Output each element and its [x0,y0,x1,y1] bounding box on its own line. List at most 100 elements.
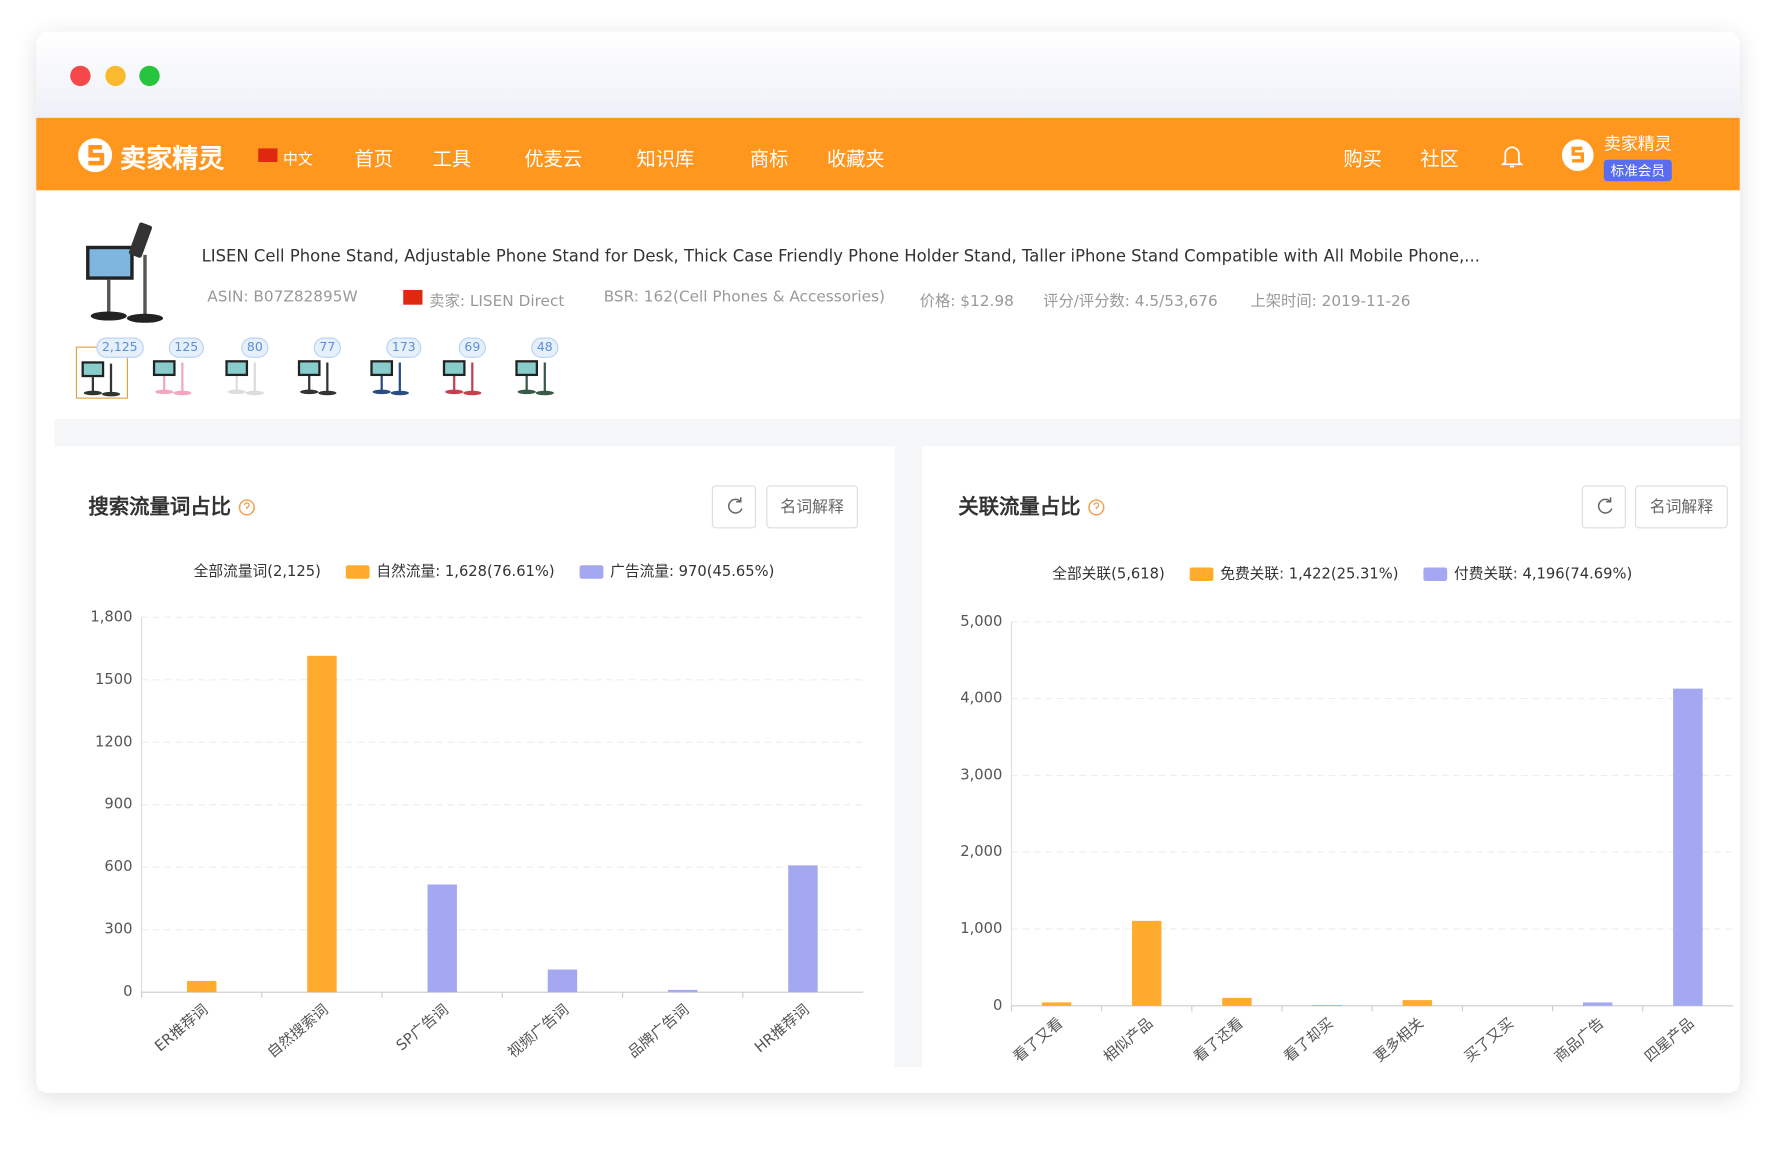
bar [1312,1005,1342,1006]
divider [54,419,1740,447]
variant-thumb[interactable] [511,347,561,397]
x-tick-label: 看了还看 [1191,1015,1247,1066]
y-tick-label: 4,000 [960,690,1002,707]
legend-total[interactable]: 全部流量词(2,125) [194,562,321,580]
variant-image [81,361,121,397]
user-name[interactable]: 卖家精灵 [1603,133,1672,155]
legend-swatch [579,565,604,579]
nav-bar [36,117,1740,191]
x-tick-label: 买了又买 [1461,1015,1517,1066]
refresh-button[interactable] [711,485,757,529]
y-tick-label: 1,000 [960,920,1002,937]
max-dot[interactable] [139,65,160,87]
variant-count: 80 [241,337,269,358]
y-tick-label: 0 [993,997,1002,1014]
x-tick-label: 商品广告 [1551,1015,1607,1066]
variant-thumb[interactable] [293,347,343,397]
price: 价格: $12.98 [919,292,1014,311]
help-icon [1093,502,1100,510]
variant-image [515,360,554,396]
variant-image [370,360,409,396]
y-tick-label: 3,000 [960,766,1002,783]
variant-count: 2,125 [96,337,144,358]
y-tick-label: 1500 [95,671,132,688]
x-tick-label: 视频广告词 [505,1001,572,1061]
bar [1132,920,1162,1006]
bar [427,884,457,993]
bell-icon[interactable] [1500,143,1524,170]
variant-count: 77 [313,337,341,358]
nav-item[interactable]: 购买 [1343,148,1382,172]
bar [1222,997,1252,1006]
legend-label[interactable]: 付费关联: 4,196(74.69%) [1454,565,1632,582]
x-tick-label: 看了又看 [1010,1015,1066,1066]
product-title[interactable]: LISEN Cell Phone Stand, Adjustable Phone… [201,248,1480,267]
term-button[interactable] [1634,485,1728,529]
bar [788,865,818,993]
variant-image [442,360,482,396]
y-tick-label: 300 [104,921,132,938]
y-tick-label: 0 [123,983,132,1000]
variant-image [297,360,337,396]
refresh-icon [1597,497,1613,514]
lang[interactable]: 中文 [283,151,313,169]
term-button-label[interactable]: 名词解释 [1650,497,1714,516]
x-tick-label: 相似产品 [1100,1015,1156,1066]
bar [186,980,217,993]
divider [894,446,922,1067]
nav-item[interactable]: 首页 [354,148,394,172]
legend-total[interactable]: 全部关联(5,618) [1052,564,1165,582]
bar [667,989,698,993]
legend-label[interactable]: 广告流量: 970(45.65%) [610,563,774,580]
variant-count: 173 [386,337,422,358]
variant-count: 48 [531,337,559,358]
rating: 评分/评分数: 4.5/53,676 [1043,292,1218,311]
bar [1673,688,1703,1006]
term-button-label[interactable]: 名词解释 [780,497,844,516]
seller[interactable]: 卖家: LISEN Direct [429,292,565,311]
flag [258,148,278,162]
nav-item[interactable]: 社区 [1420,148,1459,172]
bar [307,655,337,993]
y-tick-label: 5,000 [960,613,1002,630]
variant-thumb[interactable] [438,347,488,397]
variant-thumb[interactable] [221,347,271,397]
nav-item[interactable]: 商标 [749,148,789,172]
product-image [86,222,164,323]
variant-count: 125 [168,337,204,358]
x-tick-label: 更多相关 [1371,1015,1427,1066]
nav-item[interactable]: 优麦云 [524,148,583,172]
y-tick-label: 600 [104,858,132,875]
bar [1402,1000,1433,1006]
y-tick-label: 1,800 [90,608,132,625]
legend-label[interactable]: 免费关联: 1,422(25.31%) [1220,565,1398,582]
term-button[interactable] [766,485,858,529]
variant-image [152,360,192,396]
variant-thumb[interactable] [148,347,198,397]
bar [1041,1002,1072,1006]
close-dot[interactable] [70,65,91,87]
member-badge: 标准会员 [1603,159,1672,182]
y-tick-label: 900 [104,796,132,813]
variant-thumb[interactable] [366,347,416,397]
nav-item[interactable]: 工具 [432,148,472,172]
nav-item[interactable]: 知识库 [636,148,695,172]
logo-text[interactable]: 卖家精灵 [120,144,225,175]
legend-label[interactable]: 自然流量: 1,628(76.61%) [376,563,554,580]
min-dot[interactable] [105,65,126,87]
x-tick-label: 自然搜索词 [264,1001,331,1061]
refresh-icon [728,497,743,514]
help-icon [238,499,255,516]
panel-title: 关联流量占比 [958,494,1080,518]
y-tick-label: 2,000 [960,843,1002,860]
bsr: BSR: 162(Cell Phones & Accessories) [603,287,885,306]
variant-count: 69 [458,337,486,358]
nav-item[interactable]: 收藏夹 [826,148,885,172]
bar [1582,1002,1613,1006]
bar [547,969,578,993]
refresh-button[interactable] [1581,485,1626,529]
avatar[interactable] [1561,138,1595,172]
panel-title: 搜索流量词占比 [88,494,231,518]
